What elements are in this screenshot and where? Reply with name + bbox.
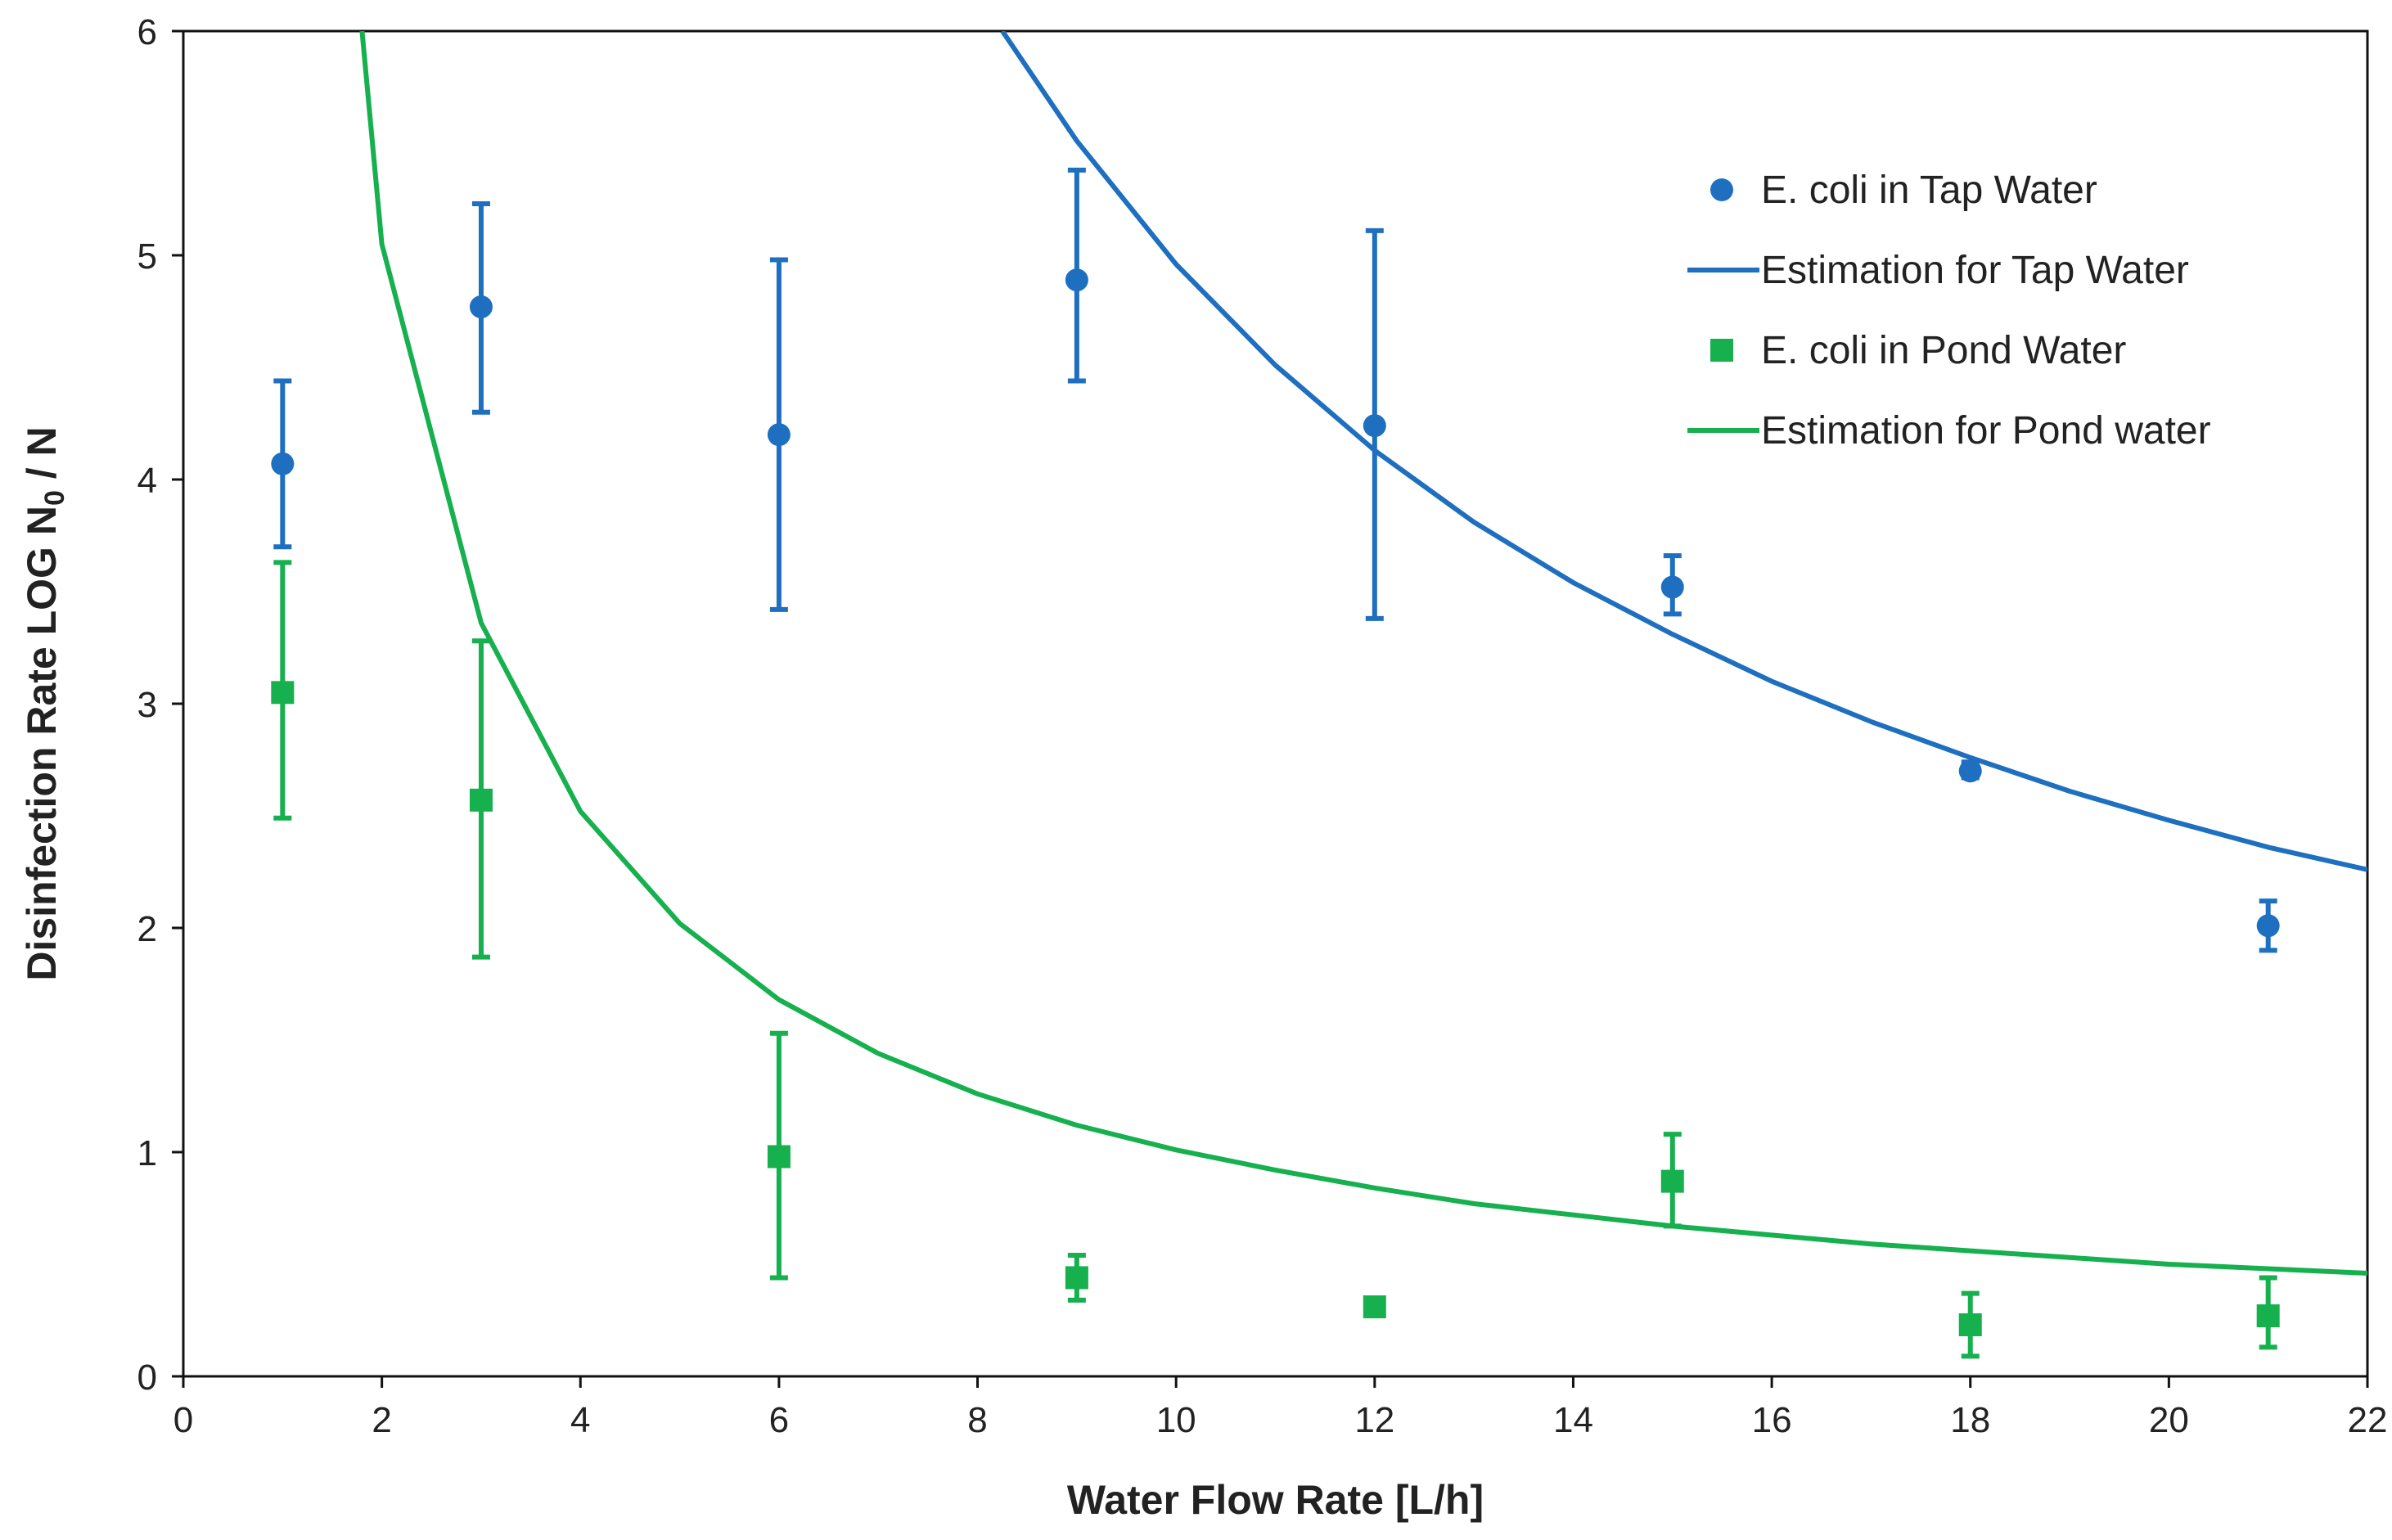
legend-label: E. coli in Tap Water [1761, 169, 2097, 212]
estimation-line [1000, 31, 2367, 872]
x-tick-label: 4 [570, 1400, 590, 1440]
x-tick-label: 12 [1354, 1400, 1394, 1440]
legend-item-2: E. coli in Pond Water [1710, 329, 2126, 372]
data-point-square [2256, 1304, 2280, 1328]
estimation-line [359, 31, 2367, 1276]
data-point-circle [1065, 268, 1088, 292]
legend-label: Estimation for Pond water [1761, 409, 2211, 453]
plot-frame [182, 29, 2369, 1378]
series-layer [271, 31, 2367, 1359]
data-point-circle [1363, 414, 1386, 438]
x-tick-label: 16 [1752, 1400, 1792, 1440]
y-axis-title: Disinfection Rate LOG N0 / N [19, 426, 70, 980]
legend-item-0: E. coli in Tap Water [1710, 169, 2097, 212]
x-axis-title: Water Flow Rate [L/h] [1067, 1477, 1484, 1523]
series-1 [1000, 31, 2367, 872]
y-tick-label: 3 [137, 685, 157, 725]
y-axis-title-suffix: / N [19, 426, 65, 490]
data-point-square [1065, 1266, 1088, 1290]
series-2 [271, 560, 2280, 1359]
data-point-circle [1660, 575, 1684, 599]
x-tick-label: 22 [2348, 1400, 2388, 1440]
legend: E. coli in Tap Water Estimation for Tap W… [1687, 169, 2211, 453]
series-0 [271, 167, 2280, 953]
y-tick-label: 0 [137, 1358, 157, 1398]
data-point-circle [271, 452, 295, 475]
series-3 [359, 31, 2367, 1276]
y-axis-title-main: Disinfection Rate LOG N [19, 506, 65, 981]
data-point-square [469, 788, 493, 812]
y-tick-label: 2 [137, 909, 157, 949]
x-tick-label: 14 [1553, 1400, 1593, 1440]
y-axis-title-subscript: 0 [39, 490, 70, 506]
data-point-square [271, 681, 295, 705]
x-tick-label: 18 [1950, 1400, 1990, 1440]
legend-item-1: Estimation for Tap Water [1687, 249, 2189, 292]
y-tick-label: 4 [137, 461, 157, 501]
legend-circle-swatch [1710, 178, 1733, 201]
x-tick-label: 10 [1156, 1400, 1196, 1440]
legend-label: Estimation for Tap Water [1761, 249, 2189, 292]
x-tick-label: 8 [967, 1400, 987, 1440]
x-tick-label: 2 [372, 1400, 391, 1440]
data-point-circle [767, 423, 791, 447]
data-point-circle [1958, 759, 1982, 783]
legend-item-3: Estimation for Pond water [1687, 409, 2211, 453]
x-tick-label: 20 [2149, 1400, 2189, 1440]
data-point-square [767, 1145, 791, 1169]
x-tick-label: 6 [769, 1400, 789, 1440]
plot-area-border [182, 29, 2369, 1378]
legend-square-swatch [1710, 339, 1733, 362]
y-tick-label: 1 [137, 1133, 157, 1173]
legend-label: E. coli in Pond Water [1761, 329, 2126, 372]
data-point-square [1958, 1313, 1982, 1336]
data-point-square [1363, 1295, 1386, 1319]
x-tick-label: 0 [173, 1400, 193, 1440]
y-tick-label: 5 [137, 236, 157, 277]
data-point-circle [469, 295, 493, 319]
data-point-circle [2256, 914, 2280, 938]
y-tick-label: 6 [137, 12, 157, 52]
data-point-square [1660, 1169, 1684, 1193]
